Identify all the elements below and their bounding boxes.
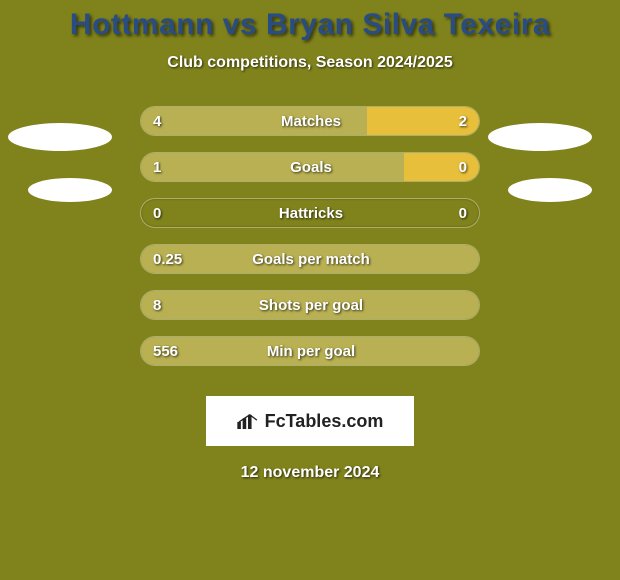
stat-label: Goals per match xyxy=(141,245,480,274)
stat-value-left: 8 xyxy=(153,291,161,320)
stat-label: Shots per goal xyxy=(141,291,480,320)
stat-bar-track: Matches4 2 xyxy=(140,106,480,136)
brand-text: FcTables.com xyxy=(265,411,384,432)
stat-row: Min per goal556 xyxy=(0,336,620,382)
stat-bar-track: Goals per match0.25 xyxy=(140,244,480,274)
stat-rows: Matches42Goals10Hattricks00Goals per mat… xyxy=(0,106,620,382)
stat-value-left: 0 xyxy=(153,199,161,228)
stat-value-right: 0 xyxy=(459,153,467,182)
stat-row: Matches4 2 xyxy=(0,106,620,152)
vs-separator: vs xyxy=(214,8,266,41)
stat-bar-track: Hattricks0 0 xyxy=(140,198,480,228)
chart-icon xyxy=(237,413,259,429)
stat-value-left: 0.25 xyxy=(153,245,182,274)
stat-value-left: 1 xyxy=(153,153,161,182)
stat-row: Hattricks0 0 xyxy=(0,198,620,244)
player-left-name: Hottmann xyxy=(70,8,214,41)
stat-value-left: 4 xyxy=(153,107,161,136)
stat-value-left: 556 xyxy=(153,337,178,366)
player-right-name: Bryan Silva Texeira xyxy=(266,8,550,41)
stat-row: Goals per match0.25 xyxy=(0,244,620,290)
subtitle: Club competitions, Season 2024/2025 xyxy=(0,54,620,72)
stat-value-right: 2 xyxy=(459,107,467,136)
stat-label: Goals xyxy=(141,153,480,182)
page-title: Hottmann vs Bryan Silva Texeira xyxy=(0,0,620,42)
stat-label: Matches xyxy=(141,107,480,136)
stat-label: Min per goal xyxy=(141,337,480,366)
brand-badge: FcTables.com xyxy=(206,396,414,446)
stat-value-right: 0 xyxy=(459,199,467,228)
stat-bar-track: Min per goal556 xyxy=(140,336,480,366)
stat-bar-track: Goals1 0 xyxy=(140,152,480,182)
stat-row: Shots per goal8 xyxy=(0,290,620,336)
comparison-infographic: Hottmann vs Bryan Silva Texeira Club com… xyxy=(0,0,620,580)
date-label: 12 november 2024 xyxy=(0,464,620,482)
stat-row: Goals1 0 xyxy=(0,152,620,198)
stat-label: Hattricks xyxy=(141,199,480,228)
stat-bar-track: Shots per goal8 xyxy=(140,290,480,320)
